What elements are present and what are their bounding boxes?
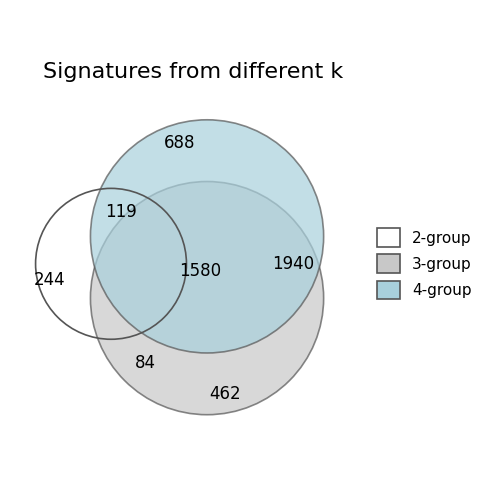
Text: 84: 84 xyxy=(135,354,156,371)
Text: 1940: 1940 xyxy=(272,255,314,273)
Title: Signatures from different k: Signatures from different k xyxy=(43,62,343,83)
Text: 1580: 1580 xyxy=(179,262,221,280)
Text: 462: 462 xyxy=(209,385,241,403)
Text: 119: 119 xyxy=(105,203,137,221)
Legend: 2-group, 3-group, 4-group: 2-group, 3-group, 4-group xyxy=(371,222,478,305)
Circle shape xyxy=(90,181,324,415)
Text: 244: 244 xyxy=(33,271,65,289)
Text: 688: 688 xyxy=(164,134,196,152)
Circle shape xyxy=(90,120,324,353)
